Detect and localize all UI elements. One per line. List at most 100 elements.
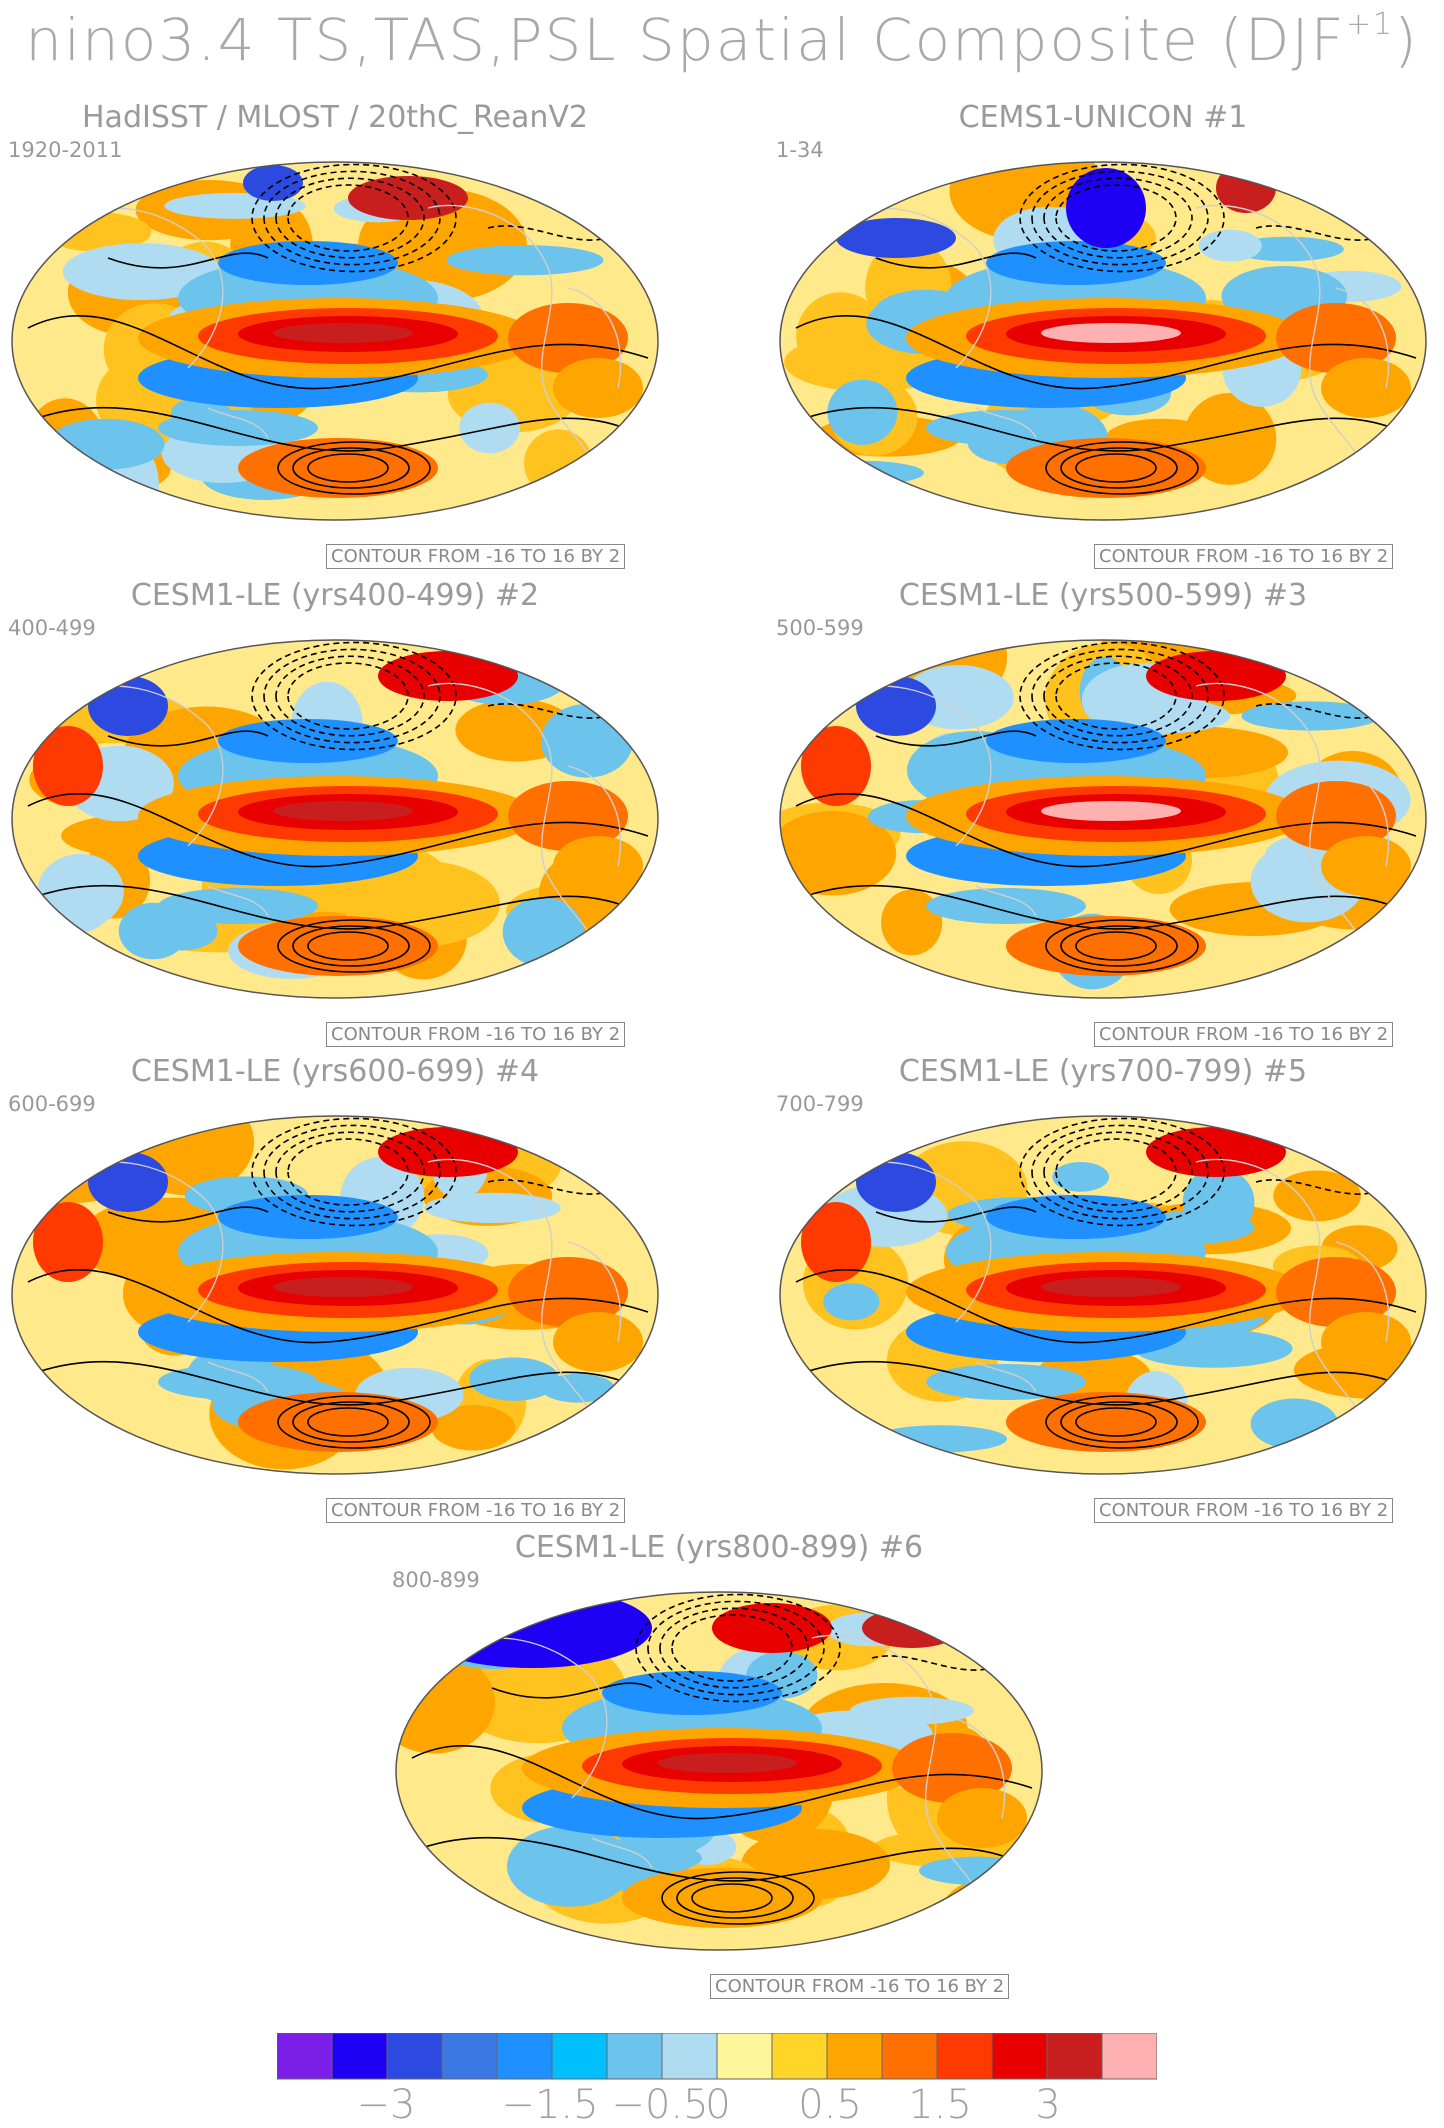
slp-contour [27,315,649,390]
colorbar-swatch [606,2033,663,2080]
slp-contour [27,793,649,868]
anomaly-blob [1276,1257,1396,1327]
panel-years: 600-699 [8,1092,96,1116]
anomaly-blob [47,864,114,933]
anomaly-blob [801,1202,871,1282]
slp-contour [1045,441,1199,495]
map-outline [779,639,1427,999]
panel-title: HadISST / MLOST / 20thC_ReanV2 [82,100,588,135]
colorbar-swatch [331,2033,388,2080]
slp-contour [1255,703,1377,719]
slp-contour [1019,163,1225,273]
figure-title: nino3.4 TS,TAS,PSL Spatial Composite (DJ… [25,6,1419,74]
slp-contour [1055,184,1177,252]
map-outline [11,161,659,521]
panel-title: CESM1-LE (yrs800-899) #6 [514,1530,924,1565]
slp-contour [263,648,441,744]
anomaly-blob [712,1603,832,1653]
coastline [567,765,622,867]
colorbar-swatch [551,2033,608,2080]
coastline [1195,682,1369,977]
slp-contour [307,931,389,961]
slp-contour [691,1883,773,1913]
slp-contour [1255,1179,1377,1195]
slp-contour [875,252,1037,269]
slp-contour [1043,177,1193,259]
anomaly-blob [800,460,924,485]
map-panel-le2: CESM1-LE (yrs400-499) #2 400-499 CONTOUR… [8,578,662,1048]
slp-contour [277,441,431,495]
slp-contour [795,1269,1417,1344]
slp-contour [635,1593,841,1703]
slp-contour [647,1600,825,1696]
anomaly-blob [801,726,871,806]
anomaly-blob [622,1868,822,1928]
panel-years: 400-499 [8,616,96,640]
colorbar-swatch [496,2033,553,2080]
anomaly-blob [273,801,413,821]
anomaly-blob [856,1152,936,1212]
anomaly-blob [871,1425,1008,1453]
slp-contour [411,1745,1033,1820]
slp-contour [487,1179,609,1195]
slp-contour [307,1407,389,1437]
slp-contour [277,919,431,973]
anomaly-blob [1006,438,1206,498]
slp-contour [1019,641,1225,751]
slp-contour [107,730,269,747]
slp-contour [1060,925,1178,967]
colorbar-label: 0.5 [798,2082,862,2128]
slp-contour [27,1269,649,1344]
coastline [1335,287,1390,389]
map-outline [11,1115,659,1475]
map-panel-observations: HadISST / MLOST / 20thC_ReanV2 1920-2011… [8,100,662,570]
slp-contour [421,1836,1033,1882]
anomaly-blob [780,810,897,896]
colorbar-label: −0.5 [611,2082,709,2128]
map-outline [395,1591,1043,1951]
contour-info: CONTOUR FROM -16 TO 16 BY 2 [1094,1022,1394,1047]
anomaly-blob [33,726,103,806]
anomaly-blob [542,1840,702,1876]
slp-contour [875,730,1037,747]
coastline [427,682,601,977]
anomaly-blob [218,719,398,763]
coastline [567,1241,622,1343]
panel-years: 500-599 [776,616,864,640]
anomaly-blob [823,1283,880,1321]
slp-contour [805,406,1417,452]
slp-contour [487,703,609,719]
slp-contour [1019,1117,1225,1227]
anomaly-blob [88,1152,168,1212]
colorbar-swatch [881,2033,938,2080]
slp-contour [37,406,649,452]
slp-contour [1055,662,1177,730]
slp-contour [491,1682,653,1699]
slp-contour [1060,1401,1178,1443]
anomaly-blob [1006,1392,1206,1452]
anomaly-blob [1182,1167,1255,1238]
slp-contour [871,1655,993,1671]
slp-contour [1060,447,1178,489]
map-panel-le6: CESM1-LE (yrs800-899) #6 800-899 CONTOUR… [392,1530,1046,2000]
anomaly-blob [1041,323,1181,343]
slp-contour [251,641,457,751]
slp-contour [1031,170,1209,266]
panel-title: CESM1-LE (yrs700-799) #5 [898,1054,1308,1089]
anomaly-blob [937,1788,1027,1848]
colorbar-label: 1.5 [908,2082,972,2128]
coastline [975,1361,1037,1393]
slp-contour [292,1401,410,1443]
slp-contour [1031,1124,1209,1220]
map [395,1591,1043,1951]
anomaly-blob [508,1257,628,1327]
map-outline [779,161,1427,521]
colorbar-label: −3 [356,2082,416,2128]
anomaly-blob [1273,1170,1361,1222]
anomaly-blob [1321,836,1411,896]
anomaly-blob [926,1364,1086,1400]
slp-contour [1055,1138,1177,1206]
colorbar-swatch [771,2033,828,2080]
anomaly-blob [918,1856,1036,1885]
coastline [427,1158,601,1453]
